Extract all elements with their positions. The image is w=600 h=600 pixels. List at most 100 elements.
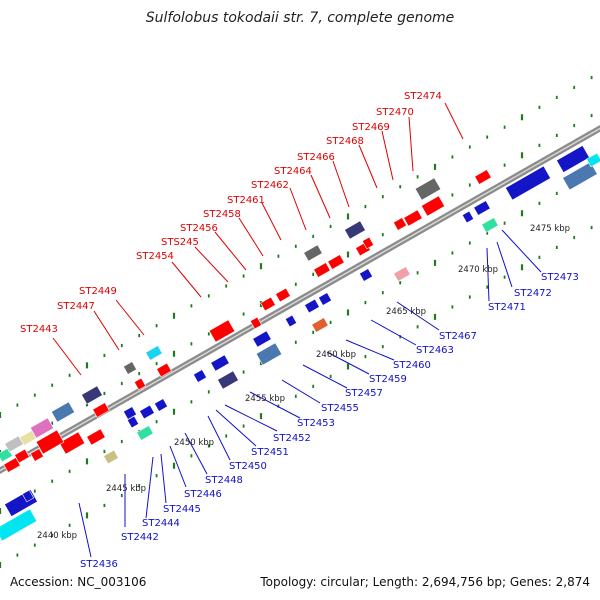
leader-line: [408, 116, 414, 172]
leader-line: [184, 432, 208, 475]
gene-feature: [35, 429, 65, 455]
gene-label-upper: ST2454: [136, 251, 174, 262]
leader-line: [289, 187, 307, 231]
leader-line: [93, 310, 120, 351]
gene-feature: [92, 402, 110, 418]
gene-feature: [156, 362, 172, 378]
gene-feature: [313, 262, 331, 278]
gene-feature: [505, 165, 551, 201]
gene-feature: [86, 428, 106, 446]
leader-line: [145, 456, 154, 519]
genome-title: Sulfolobus tokodaii str. 7, complete gen…: [145, 10, 455, 26]
scale-label: 2475 kbp: [530, 224, 570, 234]
leader-line: [370, 319, 417, 346]
leader-line: [496, 241, 513, 288]
gene-label-upper: ST2466: [297, 152, 335, 163]
leader-line: [171, 261, 202, 298]
gene-feature: [255, 342, 283, 366]
gene-label-lower: ST2444: [142, 518, 180, 529]
gene-feature: [30, 448, 44, 462]
topology-text: Topology: circular; Length: 2,694,756 bp…: [260, 575, 590, 589]
leader-line: [214, 231, 247, 271]
gene-feature: [260, 296, 276, 312]
gene-feature: [193, 369, 207, 383]
gene-label-upper: ST2461: [227, 195, 265, 206]
gene-feature: [403, 209, 423, 227]
gene-features: [0, 145, 600, 542]
track-ticks: [0, 75, 593, 568]
leader-line: [396, 301, 440, 331]
scale-labels: 2440 kbp 2445 kbp 2450 kbp 2455 kbp 2460 kbp…: [37, 224, 570, 541]
leader-line: [381, 130, 394, 181]
gene-label-lower: ST2446: [184, 489, 222, 500]
scale-label: 2470 kbp: [458, 265, 498, 275]
gene-label-upper: ST2474: [404, 91, 442, 102]
gene-feature: [275, 287, 291, 303]
scale-label: 2445 kbp: [106, 484, 146, 494]
gene-label-lower: ST2448: [205, 475, 243, 486]
gene-feature: [284, 314, 298, 328]
gene-feature: [3, 457, 21, 473]
leader-line: [207, 415, 231, 461]
gene-feature: [393, 217, 407, 231]
leader-line: [160, 453, 167, 504]
leader-line: [78, 502, 92, 558]
gene-feature: [154, 398, 168, 412]
leader-line: [249, 391, 301, 419]
gene-feature: [359, 268, 373, 282]
gene-feature: [327, 254, 345, 270]
gene-feature: [21, 489, 35, 503]
gene-label-lower: ST2455: [321, 403, 359, 414]
gene-label-upper: ST2462: [251, 180, 289, 191]
leader-line: [501, 229, 542, 273]
gene-feature: [303, 244, 323, 262]
gene-feature: [474, 169, 492, 185]
leader-line: [345, 339, 395, 361]
gene-feature: [414, 177, 442, 201]
gene-feature: [136, 425, 154, 441]
gene-label-lower: ST2472: [514, 288, 552, 299]
gene-label-lower: ST2450: [229, 461, 267, 472]
gene-feature: [126, 415, 140, 429]
gene-feature: [133, 377, 147, 391]
gene-feature: [208, 319, 236, 343]
gene-label-lower: ST2467: [439, 331, 477, 342]
leader-line: [224, 404, 278, 432]
gene-feature: [318, 292, 332, 306]
gene-feature: [562, 161, 598, 191]
gene-feature: [0, 508, 38, 542]
gene-label-lower: ST2457: [345, 388, 383, 399]
label-leaders: [52, 102, 542, 558]
leader-line: [215, 409, 257, 447]
gene-label-lower: ST2445: [163, 504, 201, 515]
leader-line: [281, 379, 321, 404]
scale-label: 2460 kbp: [316, 350, 356, 360]
gene-feature: [123, 406, 137, 420]
gene-labels: ST2443 ST2447 ST2449 ST2454 STS245 ST2456 ST24…: [20, 91, 579, 570]
gene-label-upper: ST2443: [20, 324, 58, 335]
gene-label-lower: ST2463: [416, 345, 454, 356]
leader-line: [169, 445, 187, 488]
scale-label: 2450 kbp: [174, 438, 214, 448]
gene-label-upper: STS245: [161, 237, 199, 248]
gene-feature: [139, 404, 155, 420]
leader-line: [194, 246, 229, 283]
leader-line: [261, 202, 282, 241]
gene-feature: [361, 236, 375, 250]
gene-feature: [58, 431, 86, 455]
gene-feature: [50, 401, 76, 423]
genome-backbone: [0, 124, 600, 475]
gene-label-lower: ST2459: [369, 374, 407, 385]
gene-label-upper: ST2468: [326, 136, 364, 147]
scale-label: 2440 kbp: [37, 531, 77, 541]
gene-feature: [473, 200, 491, 216]
leader-line: [326, 351, 370, 375]
gene-label-upper: ST2447: [57, 301, 95, 312]
leader-line: [52, 337, 82, 376]
gene-feature: [210, 354, 230, 372]
gene-label-lower: ST2453: [297, 418, 335, 429]
leader-line: [310, 174, 331, 219]
leader-line: [486, 247, 490, 302]
gene-feature: [4, 489, 38, 517]
scale-label: 2455 kbp: [245, 394, 285, 404]
